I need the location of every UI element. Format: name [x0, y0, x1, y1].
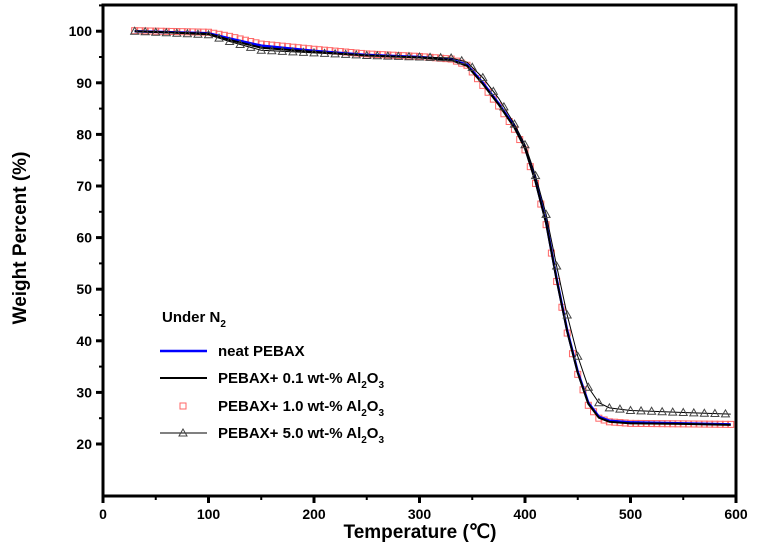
series-line: [134, 30, 731, 415]
triangle-marker: [699, 408, 710, 417]
triangle-marker: [488, 86, 499, 95]
triangle-marker: [667, 407, 678, 416]
triangle-marker: [414, 51, 425, 61]
triangle-marker: [499, 101, 509, 111]
triangle-marker: [372, 50, 383, 60]
triangle-marker: [245, 42, 256, 51]
triangle-marker: [309, 47, 319, 57]
triangle-marker: [593, 397, 604, 407]
triangle-marker: [319, 48, 330, 57]
triangle-marker: [161, 27, 172, 37]
y-tick-label: 100: [69, 23, 93, 39]
triangle-marker: [688, 407, 699, 417]
triangle-marker: [404, 51, 414, 61]
triangle-marker: [393, 51, 404, 60]
legend: Under N2 neat PEBAX PEBAX+ 0.1 wt-% Al2O3…: [160, 309, 384, 446]
y-axis-label: Weight Percent (%): [10, 152, 31, 325]
x-tick-label: 200: [302, 506, 326, 522]
triangle-marker: [710, 408, 720, 418]
triangle-marker: [541, 209, 551, 218]
triangle-marker: [129, 26, 140, 35]
ticks: 0 100 200 300 400 500 600 20 30 40 50 60 70 80 90 100: [69, 4, 748, 522]
triangle-marker: [509, 119, 520, 128]
y-tick-label: 30: [76, 384, 92, 400]
triangle-marker: [277, 46, 288, 55]
triangle-marker: [298, 47, 309, 56]
triangle-marker: [150, 27, 161, 36]
x-tick-label: 0: [99, 506, 107, 522]
triangle-marker: [604, 402, 615, 412]
triangle-marker: [193, 29, 203, 38]
legend-title: Under N2: [162, 309, 226, 330]
triangle-marker: [572, 351, 583, 360]
triangle-marker: [467, 62, 478, 71]
triangle-marker: [256, 45, 267, 54]
triangle-marker: [583, 382, 594, 391]
x-tick-label: 100: [197, 506, 221, 522]
triangle-marker: [636, 405, 646, 415]
triangle-marker: [288, 46, 298, 56]
legend-label: PEBAX+ 1.0 wt-% Al2O3: [218, 398, 384, 419]
triangle-marker: [615, 404, 625, 413]
y-tick-label: 80: [76, 126, 92, 142]
triangle-marker: [477, 72, 488, 82]
triangle-marker: [171, 28, 182, 37]
y-tick-label: 70: [76, 178, 92, 194]
triangle-marker: [446, 53, 457, 62]
y-tick-label: 50: [76, 281, 92, 297]
triangle-marker: [520, 139, 530, 149]
square-marker: [179, 402, 187, 410]
triangle-marker: [425, 52, 435, 61]
triangle-marker: [678, 407, 689, 417]
series-group: [129, 26, 735, 428]
triangle-marker: [351, 49, 362, 59]
triangle-marker: [382, 51, 393, 60]
triangle-marker: [562, 309, 573, 319]
triangle-marker: [720, 408, 731, 418]
series-line: [134, 29, 731, 426]
triangle-marker: [361, 50, 372, 59]
series-line: [134, 30, 731, 426]
y-tick-label: 60: [76, 230, 92, 246]
legend-label: PEBAX+ 5.0 wt-% Al2O3: [218, 425, 384, 446]
x-tick-label: 600: [724, 506, 748, 522]
triangle-marker: [266, 45, 277, 55]
y-tick-label: 90: [76, 75, 92, 91]
y-tick-label: 20: [76, 436, 92, 452]
triangle-marker: [646, 406, 657, 415]
triangle-marker: [456, 55, 467, 65]
triangle-marker: [235, 39, 246, 48]
triangle-marker: [340, 49, 351, 58]
x-tick-label: 500: [619, 506, 643, 522]
triangle-marker: [178, 427, 188, 437]
triangle-marker: [625, 405, 636, 414]
y-tick-label: 40: [76, 333, 92, 349]
x-tick-label: 300: [408, 506, 432, 522]
triangle-marker: [551, 260, 562, 270]
triangle-marker: [182, 28, 193, 38]
triangle-marker: [330, 48, 340, 58]
triangle-marker: [214, 33, 224, 42]
legend-label: neat PEBAX: [218, 343, 305, 360]
triangle-marker: [224, 36, 235, 46]
legend-label: PEBAX+ 0.1 wt-% Al2O3: [218, 370, 384, 391]
triangle-marker: [435, 52, 446, 62]
x-tick-label: 400: [513, 506, 537, 522]
triangle-marker: [140, 26, 151, 36]
x-axis-label: Temperature (℃): [344, 522, 497, 543]
triangle-marker: [657, 406, 668, 416]
triangle-marker: [203, 29, 214, 39]
triangle-marker: [530, 170, 541, 180]
